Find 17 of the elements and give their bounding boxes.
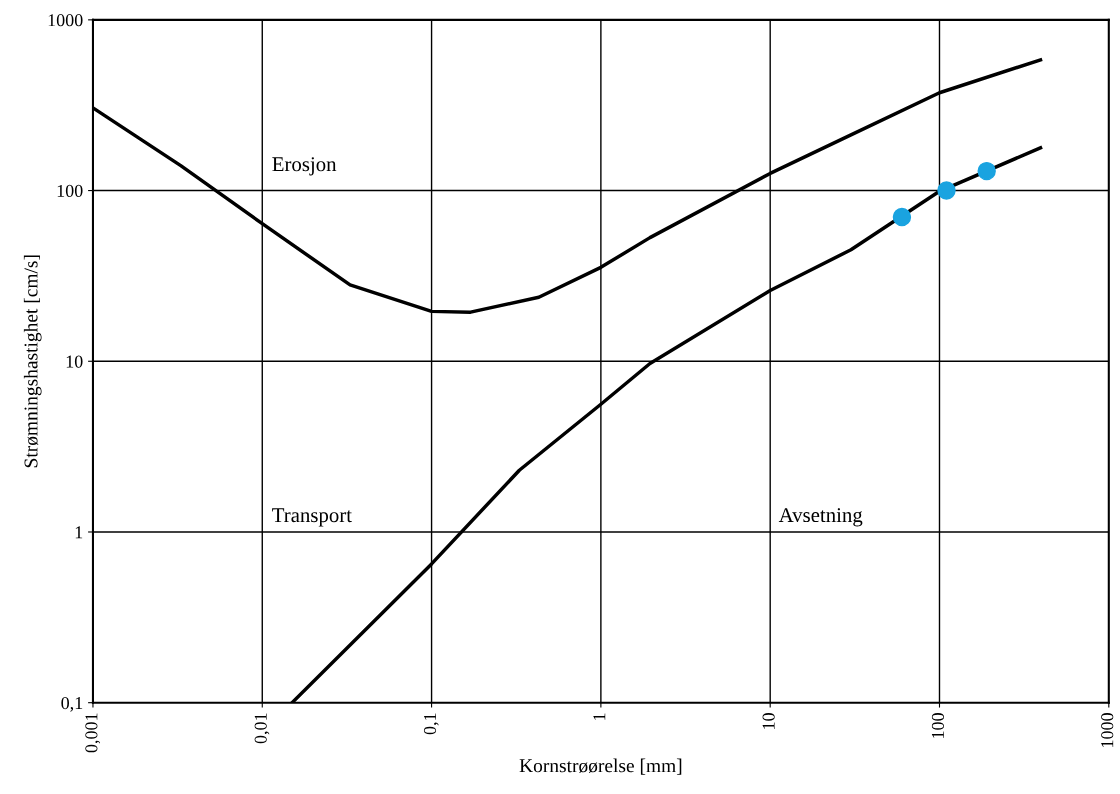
x-tick-label: 0,1 bbox=[423, 713, 439, 735]
y-tick-label: 1 bbox=[75, 526, 83, 539]
x-tick-label: 1 bbox=[593, 713, 606, 720]
y-axis-title: Strømningshastighet [cm/s] bbox=[23, 255, 42, 468]
y-tick-label: 1000 bbox=[48, 14, 83, 27]
x-axis-title: Kornstrøørelse [mm] bbox=[519, 758, 682, 775]
y-tick-label: 0,1 bbox=[61, 696, 83, 712]
y-tick-label: 10 bbox=[66, 355, 83, 368]
y-tick-label: 100 bbox=[57, 184, 83, 197]
x-tick-label: 0,01 bbox=[254, 713, 270, 744]
x-tick-label: 1000 bbox=[1101, 713, 1114, 747]
annotation: Avsetning bbox=[778, 508, 863, 527]
annotation: Erosjon bbox=[272, 157, 337, 176]
annotation: Transport bbox=[272, 508, 352, 527]
x-tick-label: 100 bbox=[931, 713, 945, 738]
x-tick-label: 10 bbox=[762, 713, 775, 729]
x-tick-label: 0,001 bbox=[85, 713, 101, 753]
